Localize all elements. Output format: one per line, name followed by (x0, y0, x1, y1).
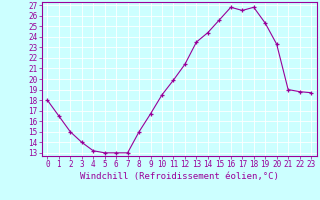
X-axis label: Windchill (Refroidissement éolien,°C): Windchill (Refroidissement éolien,°C) (80, 172, 279, 181)
